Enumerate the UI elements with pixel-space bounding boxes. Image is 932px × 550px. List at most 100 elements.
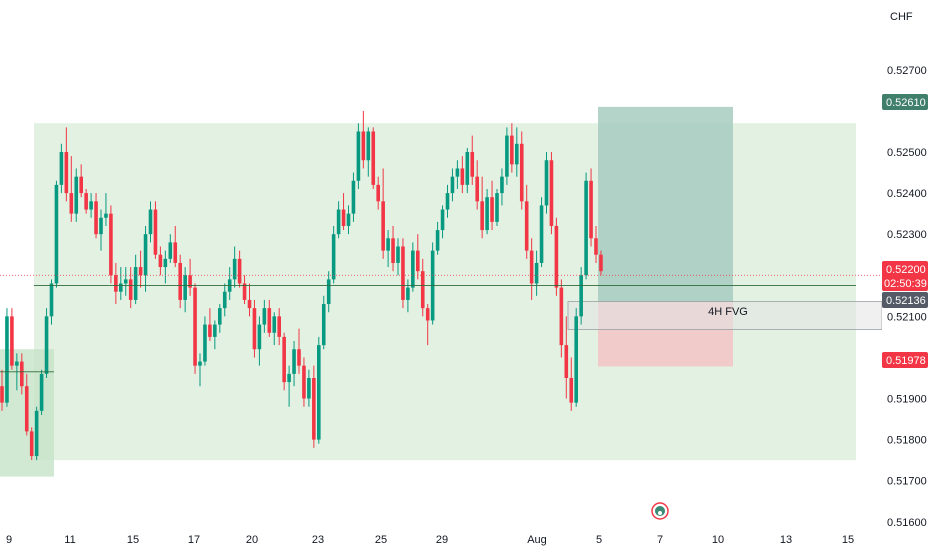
candle-body (218, 308, 222, 325)
candle-body (346, 213, 351, 226)
last-price-value: 0.52200 (886, 264, 926, 276)
candle-body (69, 193, 74, 214)
candle-body (54, 184, 59, 284)
candle-body (406, 287, 410, 300)
candle-body (534, 262, 539, 284)
candle-body (579, 275, 583, 317)
candle-body (411, 250, 415, 288)
candle-body (529, 250, 534, 284)
fvg-zone (567, 301, 883, 330)
candle-body (193, 287, 197, 366)
candle-body (539, 205, 544, 263)
candle-body (450, 176, 455, 194)
candle-body (341, 209, 346, 226)
candle-body (554, 225, 559, 288)
y-tick-label: 0.51800 (887, 435, 927, 447)
candle-body (321, 304, 326, 346)
candle-body (163, 258, 168, 268)
candle-body (257, 324, 262, 350)
candle-body (425, 308, 430, 321)
candle-body (114, 275, 118, 292)
y-tick-label: 0.52700 (887, 65, 927, 77)
candle-body (366, 131, 371, 161)
x-tick-label: 9 (6, 534, 12, 546)
x-tick-label: 29 (436, 534, 448, 546)
candle-body (203, 324, 207, 362)
candle-body (34, 410, 39, 457)
candle-body (277, 316, 281, 337)
candle-body (198, 361, 202, 366)
candle-body (599, 254, 603, 272)
x-tick-label: 15 (842, 534, 854, 546)
candle-body (287, 373, 291, 383)
currency-label: CHF (890, 11, 913, 23)
candle-body (79, 176, 83, 194)
candle-body (29, 431, 34, 457)
candle-body (376, 184, 380, 202)
candle-body (470, 152, 475, 177)
candle-body (0, 386, 4, 403)
time-axis[interactable]: 9 11 15 17 20 23 25 29 Aug 5 7 10 13 15 (6, 534, 854, 546)
y-tick-label: 0.51700 (887, 476, 927, 488)
candle-body (544, 160, 549, 206)
candle-body (455, 168, 460, 177)
candle-body (336, 209, 341, 235)
candle-body (564, 345, 569, 378)
candle-body (480, 201, 484, 231)
candle-body (326, 279, 331, 305)
y-tick-label: 0.52300 (887, 229, 927, 241)
candle-body (10, 316, 14, 366)
candle-body (391, 238, 395, 263)
candle-body (297, 349, 301, 366)
candle-body (178, 262, 182, 300)
candle-body (515, 143, 519, 165)
candle-body (331, 234, 336, 280)
x-tick-label: 10 (712, 534, 724, 546)
y-tick-label: 0.52100 (887, 311, 927, 323)
candle-body (490, 197, 494, 222)
candle-body (505, 135, 509, 177)
candle-body (267, 308, 272, 333)
candle-body (143, 234, 148, 276)
candle-body (500, 176, 504, 194)
candle-body (589, 180, 593, 239)
candle-body (252, 308, 257, 350)
candle-body (282, 336, 286, 383)
candles-layer (0, 110, 603, 461)
candle-body (440, 209, 445, 231)
economic-event-icon[interactable] (651, 502, 669, 520)
x-tick-label: 25 (375, 534, 387, 546)
stop-loss-tag (882, 352, 928, 368)
take-profit-tag (882, 94, 928, 110)
candle-body (15, 361, 19, 366)
candle-body (123, 279, 128, 284)
candle-body (49, 283, 54, 317)
y-tick-label: 0.51600 (887, 517, 927, 529)
countdown-value: 02:50:39 (884, 278, 927, 290)
candle-body (138, 267, 143, 276)
candle-body (396, 246, 400, 263)
candle-body (119, 283, 123, 292)
candle-body (183, 275, 187, 300)
candle-body (361, 131, 366, 161)
candle-body (584, 180, 588, 276)
candle-body (213, 324, 217, 337)
candle-body (371, 131, 376, 185)
candle-body (307, 377, 311, 399)
candle-body (89, 201, 93, 210)
candle-body (133, 267, 138, 300)
candle-body (237, 258, 242, 284)
x-tick-label: Aug (527, 534, 547, 546)
price-axis[interactable]: CHF 0.52700 0.52500 0.52400 0.52300 0.52100 0… (882, 0, 932, 550)
candle-body (59, 152, 64, 185)
candle-body (99, 217, 103, 235)
x-tick-label: 11 (64, 534, 75, 546)
candle-body (445, 193, 450, 210)
candle-body (594, 238, 598, 255)
candle-body (84, 193, 88, 210)
candle-body (312, 377, 316, 440)
candle-body (519, 143, 524, 202)
candle-body (173, 242, 178, 263)
candle-body (386, 238, 390, 251)
